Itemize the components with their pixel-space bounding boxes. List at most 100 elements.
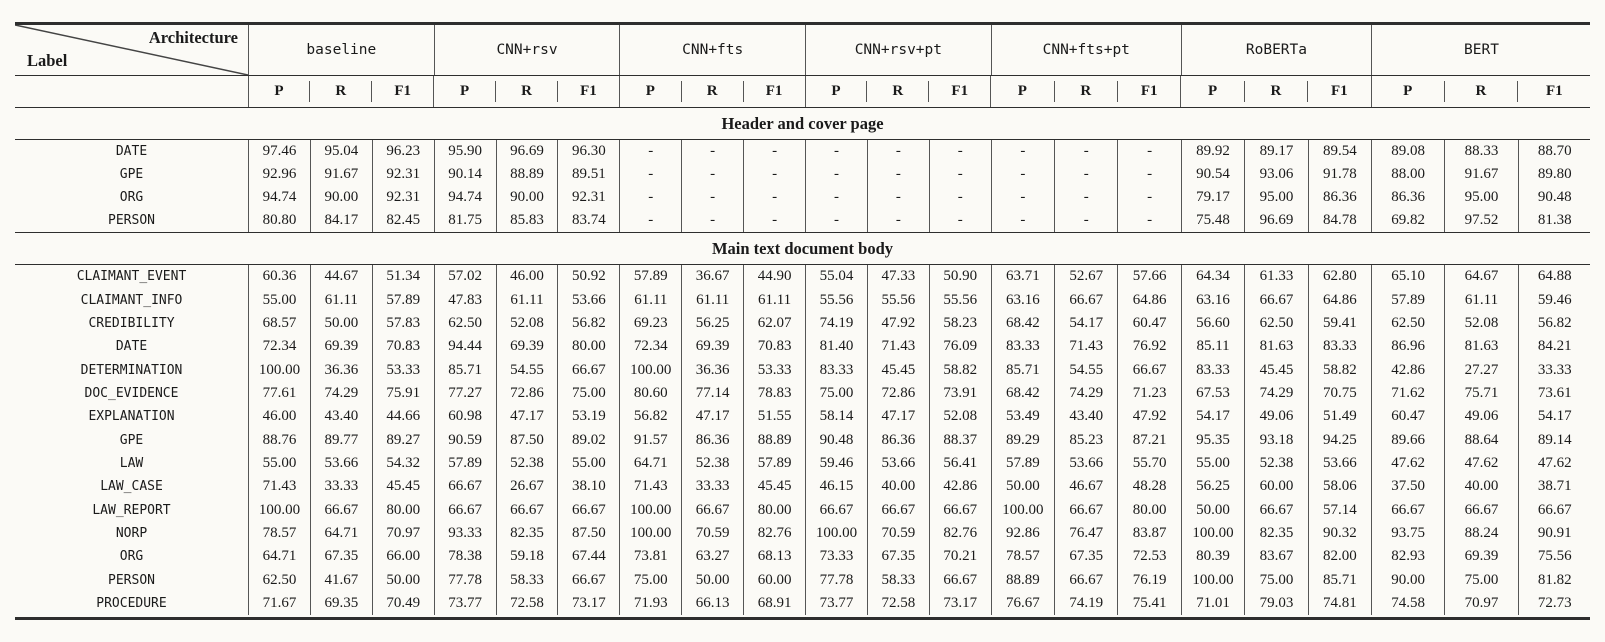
metric-value: 62.50 — [433, 311, 496, 336]
metric-header-r: R — [495, 76, 558, 107]
metric-value: - — [928, 209, 991, 232]
metric-value: - — [681, 209, 743, 232]
metric-value: 66.67 — [1244, 288, 1307, 312]
metric-value: - — [805, 186, 867, 209]
metric-value: 66.67 — [433, 498, 496, 522]
metric-value: - — [619, 140, 681, 163]
metric-value: 95.90 — [433, 140, 496, 163]
metric-value: 61.33 — [1244, 265, 1307, 289]
metric-value: 58.82 — [1307, 358, 1371, 382]
metric-value: 54.55 — [1054, 358, 1117, 382]
metric-value: 83.67 — [1244, 545, 1307, 569]
metric-value: 64.86 — [1117, 288, 1180, 312]
metric-value: 79.17 — [1180, 186, 1244, 209]
metric-value: 64.71 — [619, 451, 681, 476]
metric-value: 67.44 — [557, 545, 619, 569]
metric-value: 62.50 — [1371, 311, 1444, 336]
metric-value: - — [866, 186, 929, 209]
metric-value: 66.67 — [805, 498, 867, 522]
metric-value: 77.78 — [433, 568, 496, 592]
metric-value: 91.78 — [1307, 163, 1371, 186]
metric-value: 50.92 — [557, 265, 619, 289]
metric-value: 75.00 — [619, 568, 681, 592]
metric-value: 42.86 — [1371, 358, 1444, 382]
row-label-claimant_event: CLAIMANT_EVENT — [76, 269, 187, 285]
metric-value: 70.83 — [371, 335, 434, 359]
metric-value: 43.40 — [1054, 405, 1117, 429]
metric-value: 47.83 — [433, 288, 496, 312]
metric-value: 66.67 — [1517, 498, 1591, 522]
architecture-header-baseline: baseline — [248, 25, 434, 75]
metric-value: 83.33 — [1180, 358, 1244, 382]
metric-value: - — [1117, 186, 1180, 209]
metric-value: 89.02 — [557, 428, 619, 452]
metric-value: 54.55 — [495, 358, 558, 382]
metric-value: 96.30 — [557, 140, 619, 163]
metric-value: 73.77 — [805, 591, 867, 616]
metric-header-r: R — [1243, 76, 1307, 107]
metric-value: 65.10 — [1371, 265, 1444, 289]
metric-value: 55.56 — [866, 288, 929, 312]
metric-value: 48.28 — [1117, 475, 1180, 499]
metric-value: 91.57 — [619, 428, 681, 452]
metric-value: - — [681, 163, 743, 186]
metric-value: 83.33 — [805, 358, 867, 382]
metric-value: 71.23 — [1117, 381, 1180, 406]
metric-value: 71.67 — [248, 591, 310, 616]
metric-value: 95.35 — [1180, 428, 1244, 452]
metric-value: 53.66 — [1054, 451, 1117, 476]
metric-value: 83.87 — [1117, 521, 1180, 546]
section-body-main-text-document-body: CLAIMANT_EVENT 60.36 44.67 51.34 57.02 46.00 5… — [15, 265, 1591, 616]
metric-value: 90.48 — [805, 428, 867, 452]
metric-value: 94.25 — [1307, 428, 1371, 452]
metric-value: 77.61 — [248, 381, 310, 406]
metric-value: 52.08 — [928, 405, 991, 429]
metric-value: 27.27 — [1444, 358, 1517, 382]
metric-value: 70.49 — [371, 591, 434, 616]
row-label-org: ORG — [119, 549, 144, 565]
metric-value: 66.00 — [371, 545, 434, 569]
metric-value: 47.92 — [1117, 405, 1180, 429]
metric-value: 50.00 — [1180, 498, 1244, 522]
metric-value: - — [681, 186, 743, 209]
metric-value: 62.07 — [743, 311, 805, 336]
metric-value: 94.74 — [248, 186, 310, 209]
metric-value: 86.36 — [681, 428, 743, 452]
metric-header-f1: F1 — [1307, 76, 1371, 107]
metric-value: 71.43 — [619, 475, 681, 499]
metric-value: 58.14 — [805, 405, 867, 429]
metric-value: 90.00 — [309, 186, 372, 209]
metric-value: 47.33 — [866, 265, 929, 289]
metric-value: - — [1054, 140, 1117, 163]
metric-value: 88.33 — [1444, 140, 1517, 163]
metric-value: 53.66 — [557, 288, 619, 312]
metric-value: 64.71 — [248, 545, 310, 569]
metric-value: 43.40 — [309, 405, 372, 429]
metric-header-f1: F1 — [556, 76, 619, 107]
metric-value: 75.00 — [1244, 568, 1307, 592]
metric-value: 52.08 — [495, 311, 558, 336]
metric-value: 88.76 — [248, 428, 310, 452]
metric-value: 53.49 — [990, 405, 1054, 429]
metric-value: 57.66 — [1117, 265, 1180, 289]
metric-value: 67.53 — [1180, 381, 1244, 406]
metric-value: 67.35 — [866, 545, 929, 569]
metric-value: 56.41 — [928, 451, 991, 476]
metric-value: 69.39 — [1444, 545, 1517, 569]
metric-value: - — [1117, 140, 1180, 163]
metric-value: 57.02 — [433, 265, 496, 289]
metric-value: 66.67 — [1117, 358, 1180, 382]
metric-value: 80.00 — [557, 335, 619, 359]
row-label-date: DATE — [115, 144, 148, 159]
row-label-gpe: GPE — [119, 432, 144, 448]
metric-value: - — [990, 186, 1054, 209]
metric-value: 72.58 — [866, 591, 929, 616]
metric-value: 66.67 — [1371, 498, 1444, 522]
metric-value: 53.19 — [557, 405, 619, 429]
metric-value: 88.00 — [1371, 163, 1444, 186]
metric-value: 57.89 — [743, 451, 805, 476]
metric-value: 90.00 — [495, 186, 558, 209]
metric-value: - — [1054, 186, 1117, 209]
metric-value: 75.00 — [557, 381, 619, 406]
metric-value: 100.00 — [619, 498, 681, 522]
